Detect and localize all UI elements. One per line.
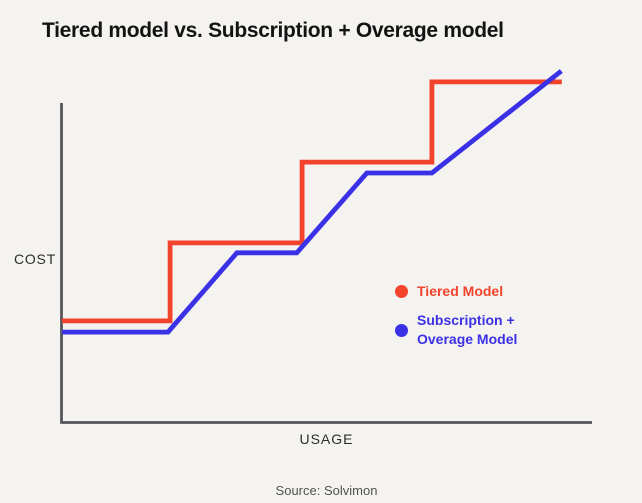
- legend-label-subscription-line2: Overage Model: [417, 331, 518, 347]
- x-axis-label: USAGE: [299, 431, 354, 447]
- tiered-series-line: [62, 79, 562, 324]
- axes-line: [60, 103, 592, 424]
- subscription-dot-icon: [395, 323, 408, 337]
- legend-label-subscription: Subscription + Overage Model: [417, 311, 517, 349]
- source-caption: Source: Solvimon: [275, 483, 378, 498]
- legend-item-subscription: Subscription + Overage Model: [395, 311, 517, 349]
- legend-label-tiered: Tiered Model: [417, 283, 504, 299]
- y-axis-label: COST: [13, 251, 57, 267]
- legend: Tiered Model Subscription + Overage Mode…: [395, 282, 517, 349]
- subscription-series-line: [62, 69, 563, 335]
- legend-label-subscription-line1: Subscription +: [417, 312, 515, 328]
- chart-title: Tiered model vs. Subscription + Overage …: [42, 19, 504, 42]
- tiered-dot-icon: [395, 285, 408, 298]
- legend-item-tiered: Tiered Model: [395, 282, 517, 301]
